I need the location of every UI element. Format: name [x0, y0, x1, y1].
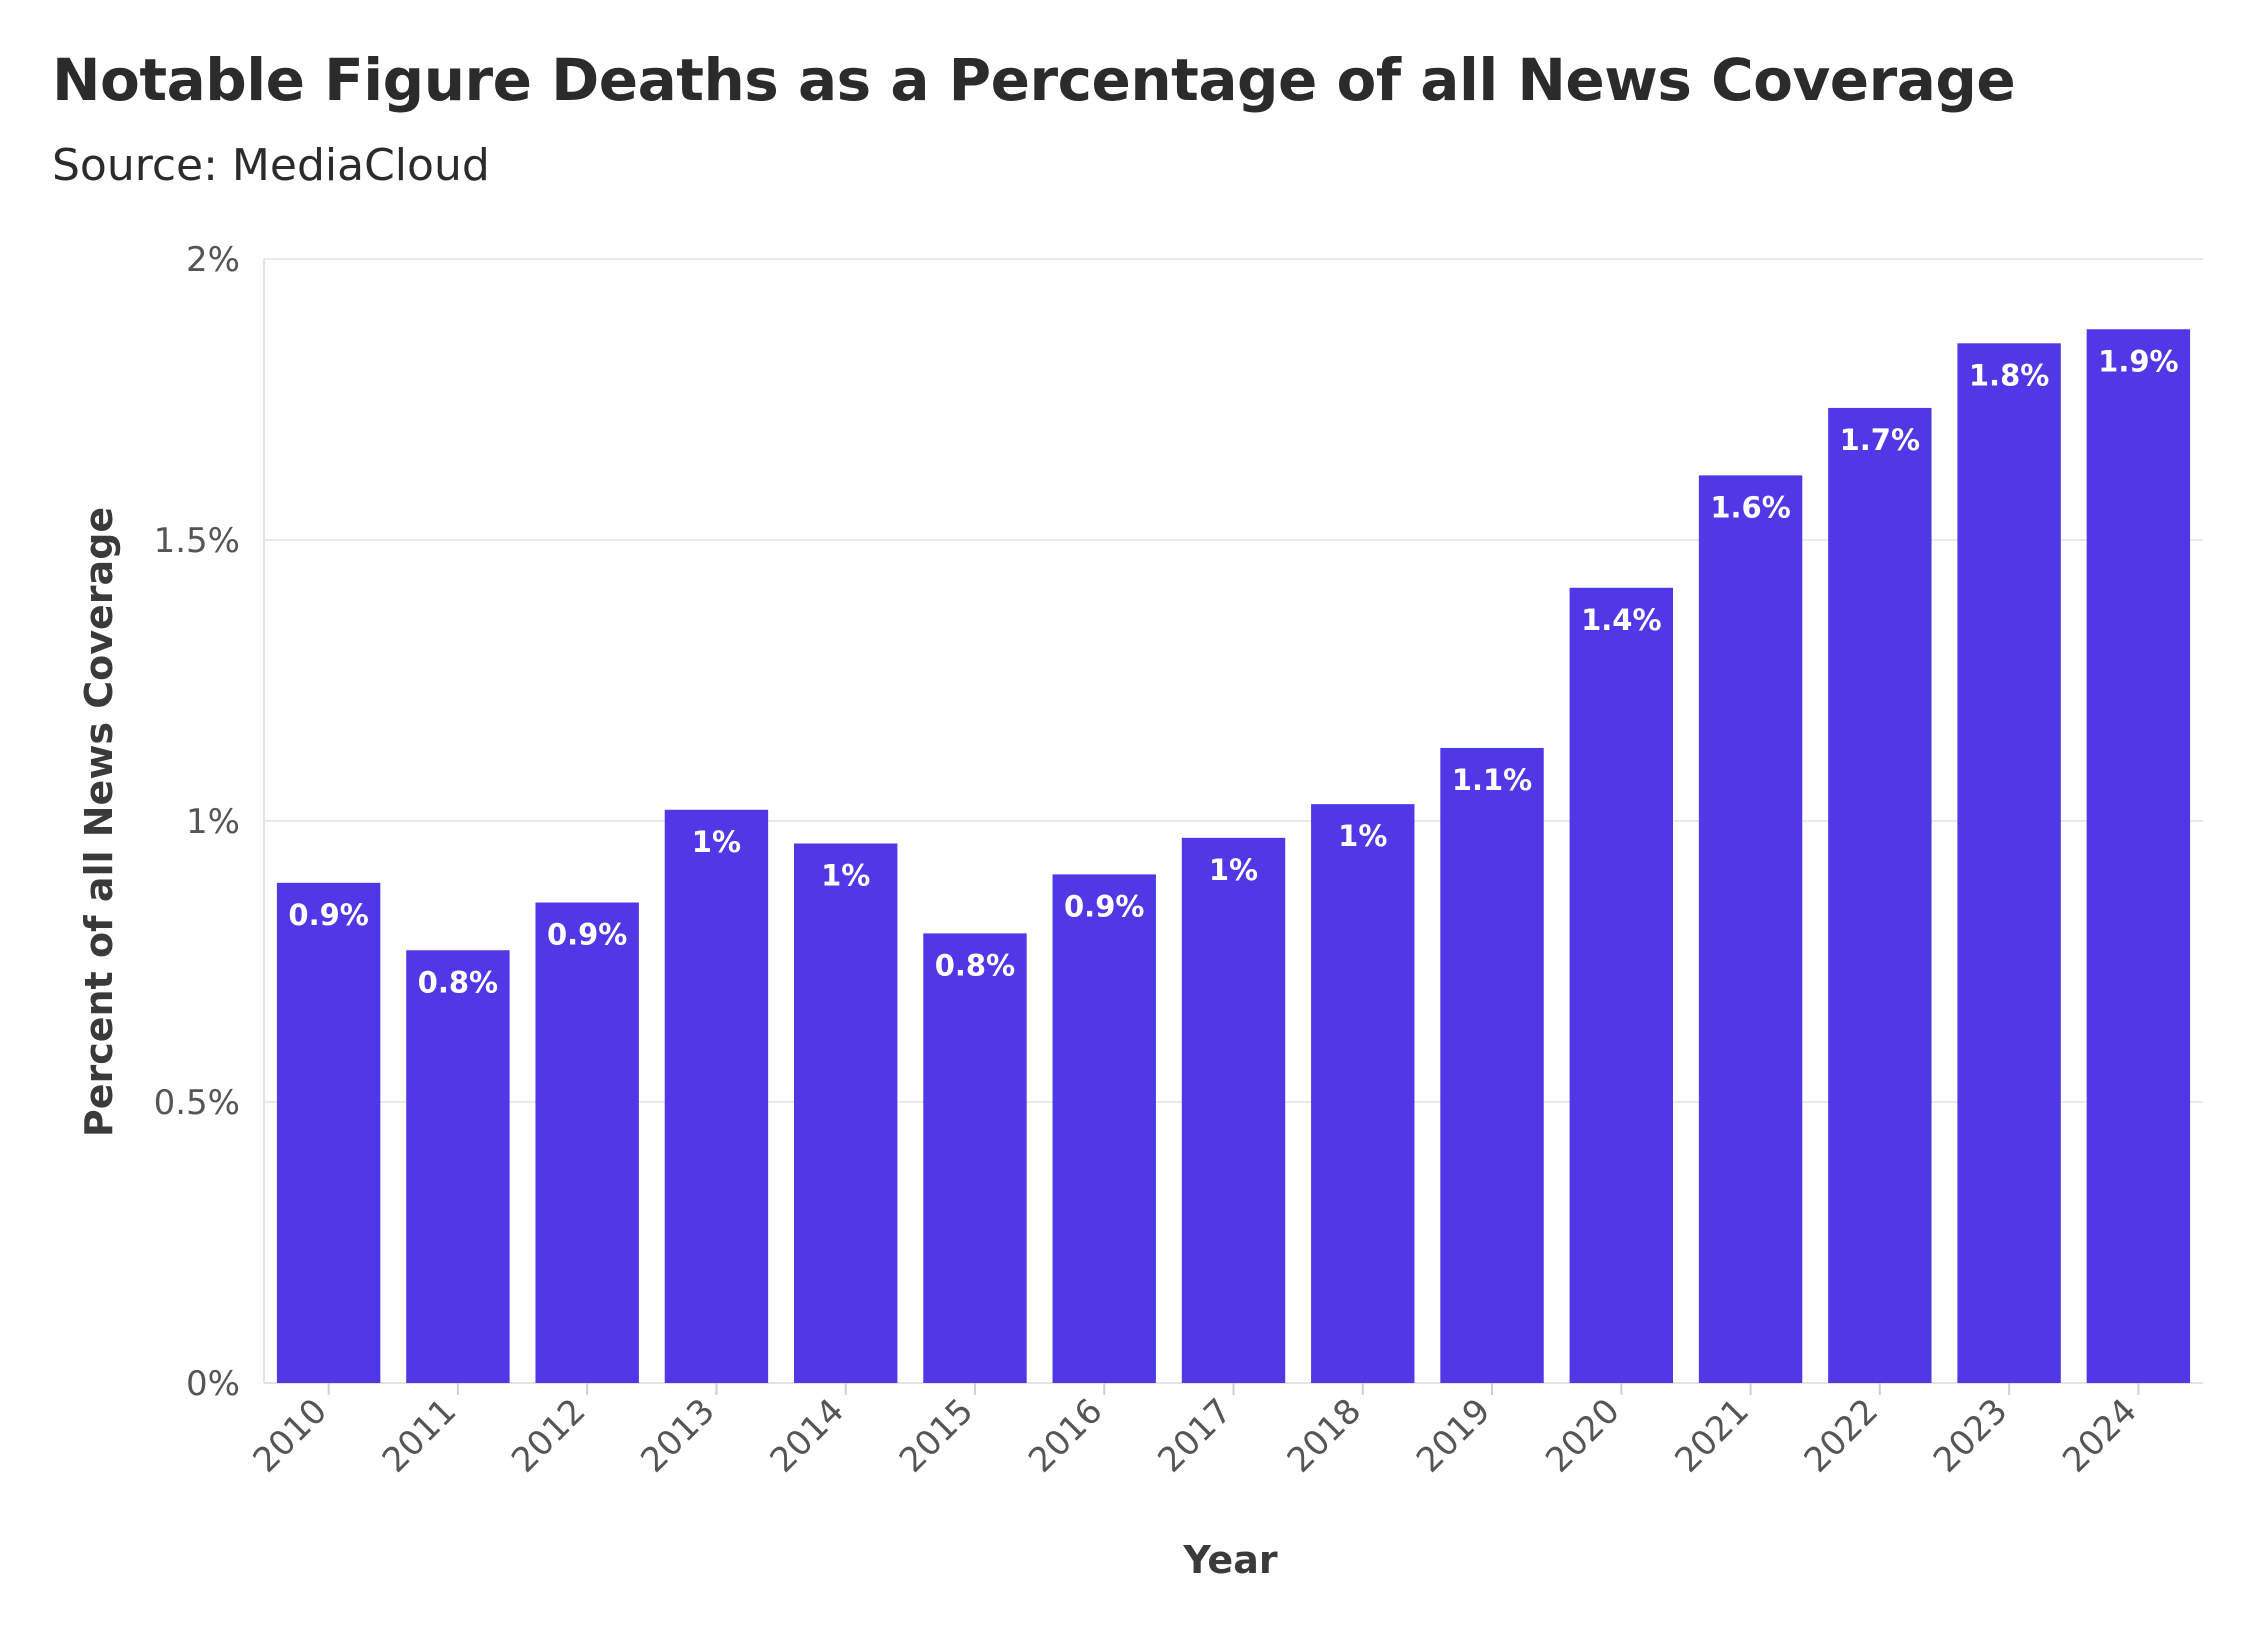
bar-value-label: 1% — [821, 858, 870, 892]
bar-2023 — [1957, 343, 2061, 1383]
x-tick-label: 2011 — [375, 1391, 464, 1480]
bars — [276, 329, 2191, 1383]
y-tick-label: 1% — [186, 802, 240, 842]
bar-2014 — [793, 843, 898, 1383]
x-tick-label: 2014 — [763, 1391, 852, 1480]
y-axis-title: Percent of all News Coverage — [77, 507, 121, 1137]
x-tick-label: 2021 — [1667, 1391, 1756, 1480]
x-tick-label: 2017 — [1150, 1391, 1239, 1480]
bar-2016 — [1052, 874, 1156, 1383]
x-tick-label: 2015 — [892, 1391, 981, 1480]
bar-value-label: 1% — [1338, 819, 1387, 853]
y-tick-label: 2% — [186, 240, 240, 280]
bar-2015 — [923, 933, 1027, 1383]
bar-2021 — [1698, 475, 1803, 1383]
y-tick-label: 1.5% — [154, 521, 240, 561]
bar-value-labels: 0.9% 0.8% 0.9% 1% 1% 0.8% 0.9% 1% 1% 1.1% 1.4% 1.6%… — [288, 344, 2178, 999]
x-tick-label: 2013 — [633, 1391, 722, 1480]
x-tick-label: 2024 — [2055, 1391, 2144, 1480]
x-tick-label: 2016 — [1021, 1391, 1110, 1480]
bar-2018 — [1311, 804, 1415, 1383]
x-tick-label: 2020 — [1538, 1391, 1627, 1480]
bar-value-label: 0.8% — [418, 965, 498, 999]
bar-2024 — [2086, 329, 2191, 1383]
bar-2022 — [1828, 407, 1932, 1383]
x-axis-ticks: 2010 2011 2012 2013 2014 2015 2016 2017 2018 2019… — [246, 1383, 2145, 1481]
y-tick-label: 0% — [186, 1364, 240, 1404]
bar-value-label: 1.4% — [1581, 603, 1661, 637]
bar-2019 — [1440, 747, 1544, 1383]
x-tick-label: 2023 — [1926, 1391, 2015, 1480]
x-axis-title: Year — [1182, 1538, 1277, 1582]
x-tick-label: 2018 — [1280, 1391, 1369, 1480]
bar-value-label: 1.7% — [1840, 423, 1920, 457]
y-tick-label: 0.5% — [154, 1083, 240, 1123]
bar-value-label: 0.8% — [935, 948, 1015, 982]
bar-2020 — [1569, 587, 1674, 1383]
bar-2017 — [1181, 837, 1286, 1383]
bar-value-label: 1% — [1209, 853, 1258, 887]
x-tick-label: 2019 — [1409, 1391, 1498, 1480]
bar-2010 — [276, 882, 381, 1383]
x-tick-label: 2012 — [504, 1391, 593, 1480]
bar-value-label: 1.6% — [1710, 490, 1790, 524]
bar-value-label: 0.9% — [288, 898, 368, 932]
bar-2012 — [535, 902, 639, 1383]
y-axis-ticks: 0% 0.5% 1% 1.5% 2% — [154, 240, 240, 1404]
bar-value-label: 0.9% — [1064, 889, 1144, 923]
chart-title: Notable Figure Deaths as a Percentage of… — [52, 46, 2016, 114]
bar-2013 — [664, 809, 769, 1383]
x-tick-label: 2022 — [1797, 1391, 1886, 1480]
bar-value-label: 1% — [692, 825, 741, 859]
chart-subtitle: Source: MediaCloud — [52, 140, 490, 191]
bar-value-label: 1.8% — [1969, 358, 2049, 392]
bar-value-label: 0.9% — [547, 917, 627, 951]
x-tick-label: 2010 — [246, 1391, 335, 1480]
bar-2011 — [406, 950, 510, 1383]
bar-value-label: 1.1% — [1452, 763, 1532, 797]
bar-value-label: 1.9% — [2098, 344, 2178, 378]
